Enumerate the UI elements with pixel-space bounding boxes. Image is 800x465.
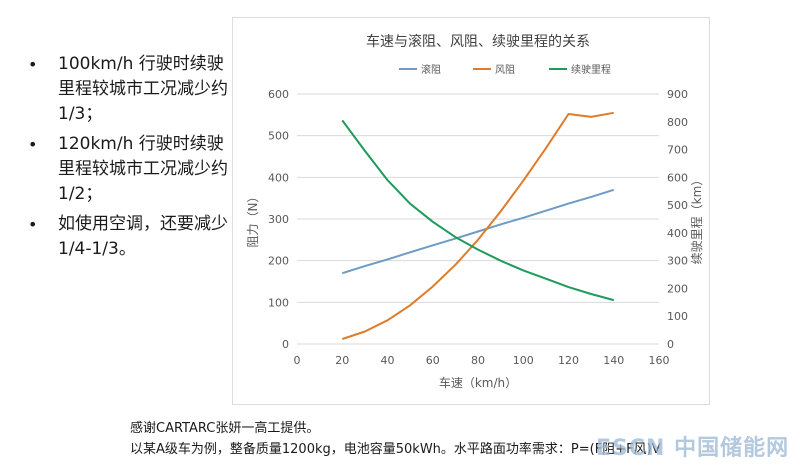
- speed-resistance-range-chart: 0100200300400500600010020030040050060070…: [246, 33, 704, 390]
- chart-frame: 0 100 200 300 400 500 600 0 100 200 300 400 500 600 70…: [232, 17, 710, 405]
- y-left-tick-label: 0: [282, 338, 289, 351]
- series-line-rolling: [342, 188, 615, 275]
- x-tick-label: 160: [649, 354, 670, 367]
- x-tick-label: 120: [558, 354, 579, 367]
- bullet-text: 120km/h 行驶时续驶里程较城市工况减少约1/2；: [58, 134, 228, 204]
- credit-line-2: 以某A级车为例，整备质量1200kg，电池容量50kWh。水平路面功率需求：P=…: [130, 442, 661, 457]
- y-right-tick-label: 800: [667, 116, 688, 129]
- y-left-tick-label: 300: [268, 213, 289, 226]
- y-left-axis-label: 阻力（N）: [246, 191, 260, 248]
- y-right-tick-label: 500: [667, 199, 688, 212]
- bullet-text: 如使用空调，还要减少1/4-1/3。: [58, 214, 228, 259]
- x-axis-label: 车速（km/h）: [439, 375, 517, 390]
- x-tick-label: 80: [471, 354, 485, 367]
- y-right-tick-label: 600: [667, 171, 688, 184]
- legend-label-wind: 风阻: [495, 64, 515, 76]
- watermark-logo: ESCN 中国储能网: [596, 436, 790, 461]
- bullet-item: • 如使用空调，还要减少1/4-1/3。: [28, 212, 228, 262]
- y-left-tick-label: 400: [268, 171, 289, 184]
- credit-line-1: 感谢CARTARC张妍一高工提供。: [130, 421, 320, 436]
- x-tick-label: 40: [381, 354, 395, 367]
- y-right-tick-label: 200: [667, 282, 688, 295]
- x-tick-label: 0: [294, 354, 301, 367]
- y-right-tick-label: 0: [667, 338, 674, 351]
- chart-title: 车速与滚阻、风阻、续驶里程的关系: [366, 33, 590, 50]
- bullet-list: • 100km/h 行驶时续驶里程较城市工况减少约1/3； • 120km/h 行驶…: [28, 52, 228, 267]
- y-left-tick-label: 600: [268, 88, 289, 101]
- y-right-tick-label: 300: [667, 255, 688, 268]
- bullet-dot: •: [28, 135, 38, 154]
- series-line-range: [341, 119, 615, 302]
- bullet-item: • 100km/h 行驶时续驶里程较城市工况减少约1/3；: [28, 52, 228, 127]
- bullet-dot: •: [28, 55, 38, 74]
- y-left-tick-label: 500: [268, 130, 289, 143]
- bullet-dot: •: [28, 215, 38, 234]
- legend-label-rolling: 滚阻: [421, 63, 441, 76]
- series-line-wind: [341, 111, 614, 340]
- y-left-tick-label: 200: [268, 255, 289, 268]
- y-right-tick-label: 900: [667, 88, 688, 101]
- y-right-tick-label: 100: [667, 310, 688, 323]
- x-tick-label: 140: [603, 354, 624, 367]
- bullet-text: 100km/h 行驶时续驶里程较城市工况减少约1/3；: [58, 54, 228, 124]
- legend-label-range: 续驶里程: [571, 63, 611, 76]
- y-right-tick-label: 400: [667, 227, 688, 240]
- y-right-tick-label: 700: [667, 144, 688, 157]
- y-right-axis-label: 续驶里程（km）: [689, 174, 704, 265]
- x-tick-label: 60: [426, 354, 440, 367]
- x-tick-label: 100: [513, 354, 534, 367]
- bullet-item: • 120km/h 行驶时续驶里程较城市工况减少约1/2；: [28, 132, 228, 207]
- y-left-tick-label: 100: [268, 296, 289, 309]
- x-tick-label: 20: [335, 354, 349, 367]
